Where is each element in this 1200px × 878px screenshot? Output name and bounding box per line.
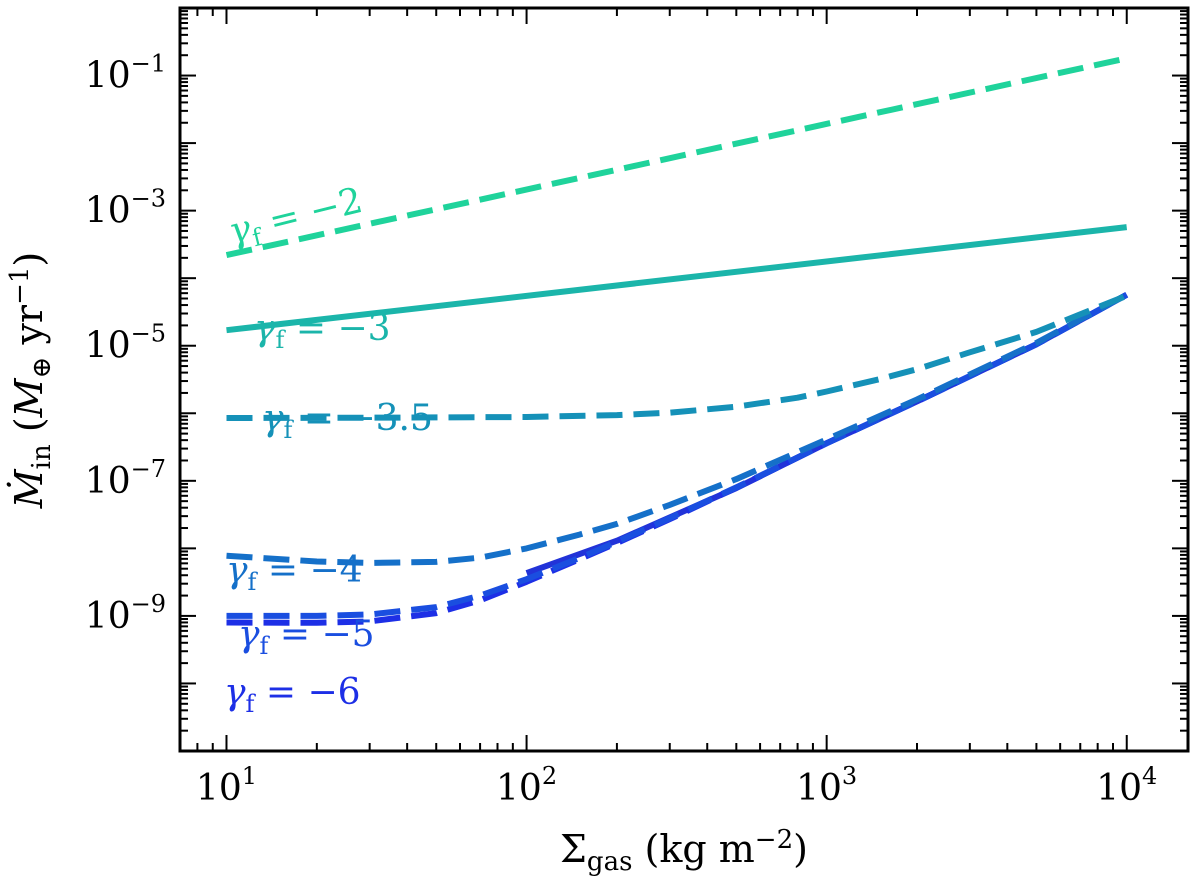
series-line: [226, 292, 1129, 566]
y-tick-label: 10−1: [85, 50, 166, 97]
x-axis-title: Σgas (kg m−2): [560, 825, 808, 877]
curve-label: γf = −5: [238, 614, 375, 660]
y-tick-label: 10−5: [85, 320, 166, 367]
y-tick-label: 10−9: [85, 590, 166, 637]
x-tick-label: 104: [1096, 762, 1157, 809]
curve-labels: γf = −2 γf = −3 γf = −3.5 γf = −4 γf = −5 γf …: [224, 180, 433, 718]
limit-line: [525, 292, 1129, 576]
tick-labels: 101 102 103 104 10−9 10−7 10−5 10−3 10−1: [85, 50, 1157, 809]
x-tick-label: 103: [796, 762, 857, 809]
y-tick-label: 10−7: [85, 455, 166, 502]
y-axis-title: Ṁin (M⊕ yr−1): [5, 252, 57, 509]
plot-frame: [178, 6, 1190, 753]
x-tick-label: 102: [496, 762, 557, 809]
series-line: [225, 55, 1128, 259]
curve-label: γf = −3: [254, 308, 391, 354]
x-tick-label: 101: [196, 762, 257, 809]
series-line: [226, 292, 1129, 619]
curve-label: γf = −4: [226, 550, 363, 596]
series-line: [226, 292, 1128, 421]
series-line: [226, 224, 1128, 334]
ticks: [179, 7, 1188, 752]
series-group: [225, 55, 1129, 626]
curve-label: γf = −6: [224, 672, 361, 718]
curve-label: γf = −2: [224, 180, 368, 258]
curve-label: γf = −3.5: [262, 398, 433, 444]
y-tick-label: 10−3: [85, 185, 166, 232]
